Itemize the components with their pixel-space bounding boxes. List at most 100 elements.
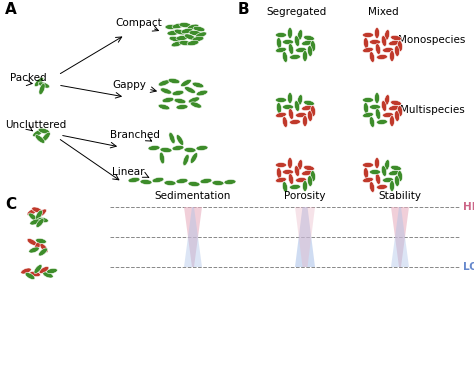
Ellipse shape (294, 166, 300, 176)
Ellipse shape (364, 102, 369, 114)
Ellipse shape (160, 147, 172, 153)
Ellipse shape (290, 54, 301, 60)
Ellipse shape (369, 52, 374, 62)
Ellipse shape (184, 87, 196, 93)
Ellipse shape (176, 105, 188, 110)
Ellipse shape (383, 112, 393, 117)
Ellipse shape (275, 98, 286, 102)
Ellipse shape (192, 36, 204, 42)
Ellipse shape (34, 264, 42, 273)
Ellipse shape (302, 51, 308, 62)
Polygon shape (295, 207, 315, 267)
Ellipse shape (283, 52, 288, 62)
Ellipse shape (390, 51, 394, 62)
Ellipse shape (294, 100, 300, 111)
Polygon shape (295, 207, 315, 267)
Ellipse shape (140, 180, 152, 184)
Ellipse shape (172, 23, 184, 28)
Ellipse shape (224, 180, 236, 184)
Ellipse shape (394, 45, 400, 57)
Ellipse shape (383, 48, 393, 53)
Ellipse shape (35, 77, 44, 87)
Ellipse shape (192, 82, 204, 88)
Ellipse shape (21, 268, 31, 274)
Ellipse shape (394, 111, 400, 122)
Ellipse shape (38, 248, 47, 256)
Ellipse shape (39, 83, 45, 95)
Ellipse shape (275, 112, 286, 118)
Ellipse shape (38, 128, 50, 134)
Text: A: A (5, 2, 17, 17)
Ellipse shape (168, 78, 180, 84)
Ellipse shape (172, 146, 184, 151)
Ellipse shape (193, 26, 205, 32)
Ellipse shape (179, 40, 191, 45)
Text: HIGH: HIGH (463, 202, 474, 212)
Ellipse shape (171, 41, 183, 47)
Ellipse shape (36, 210, 43, 220)
Ellipse shape (391, 35, 401, 40)
Ellipse shape (363, 47, 374, 53)
Ellipse shape (200, 178, 212, 184)
Ellipse shape (398, 105, 402, 117)
Ellipse shape (176, 36, 188, 40)
Ellipse shape (169, 36, 181, 42)
Ellipse shape (374, 27, 380, 39)
Text: Sedimentation: Sedimentation (155, 191, 231, 201)
Ellipse shape (152, 177, 164, 183)
Ellipse shape (195, 32, 207, 38)
Ellipse shape (310, 171, 316, 182)
Ellipse shape (363, 98, 374, 102)
Ellipse shape (375, 109, 381, 119)
Ellipse shape (370, 170, 381, 174)
Ellipse shape (35, 240, 42, 250)
Ellipse shape (301, 170, 312, 176)
Ellipse shape (288, 44, 293, 54)
Ellipse shape (295, 48, 307, 53)
Ellipse shape (196, 90, 208, 96)
Ellipse shape (27, 238, 37, 246)
Ellipse shape (384, 160, 390, 170)
Ellipse shape (295, 112, 307, 117)
Ellipse shape (148, 146, 160, 150)
Ellipse shape (398, 40, 402, 51)
Ellipse shape (363, 112, 374, 118)
Ellipse shape (158, 80, 170, 86)
Ellipse shape (283, 39, 293, 45)
Ellipse shape (33, 129, 43, 137)
Ellipse shape (212, 180, 224, 186)
Ellipse shape (394, 176, 400, 186)
Ellipse shape (275, 47, 286, 53)
Ellipse shape (364, 38, 369, 48)
Ellipse shape (176, 135, 184, 146)
Text: Segregated: Segregated (267, 7, 327, 17)
Ellipse shape (308, 45, 312, 57)
Ellipse shape (290, 120, 301, 124)
Ellipse shape (37, 209, 46, 217)
Ellipse shape (184, 147, 196, 153)
Ellipse shape (288, 109, 293, 119)
Ellipse shape (38, 82, 50, 88)
Ellipse shape (37, 217, 48, 223)
Ellipse shape (288, 158, 292, 168)
Ellipse shape (179, 22, 191, 27)
Ellipse shape (310, 40, 316, 51)
Ellipse shape (295, 177, 307, 183)
Ellipse shape (189, 30, 201, 36)
Polygon shape (391, 207, 409, 267)
Ellipse shape (25, 273, 35, 279)
Ellipse shape (303, 165, 314, 171)
Text: Linear: Linear (112, 167, 145, 177)
Ellipse shape (364, 168, 369, 178)
Ellipse shape (374, 93, 380, 104)
Polygon shape (184, 207, 202, 267)
Ellipse shape (302, 180, 308, 192)
Ellipse shape (39, 267, 49, 273)
Ellipse shape (370, 39, 381, 45)
Ellipse shape (169, 132, 175, 144)
Ellipse shape (162, 98, 174, 103)
Ellipse shape (276, 168, 282, 178)
Ellipse shape (288, 93, 292, 104)
Text: Monospecies: Monospecies (398, 35, 465, 45)
Ellipse shape (276, 38, 282, 48)
